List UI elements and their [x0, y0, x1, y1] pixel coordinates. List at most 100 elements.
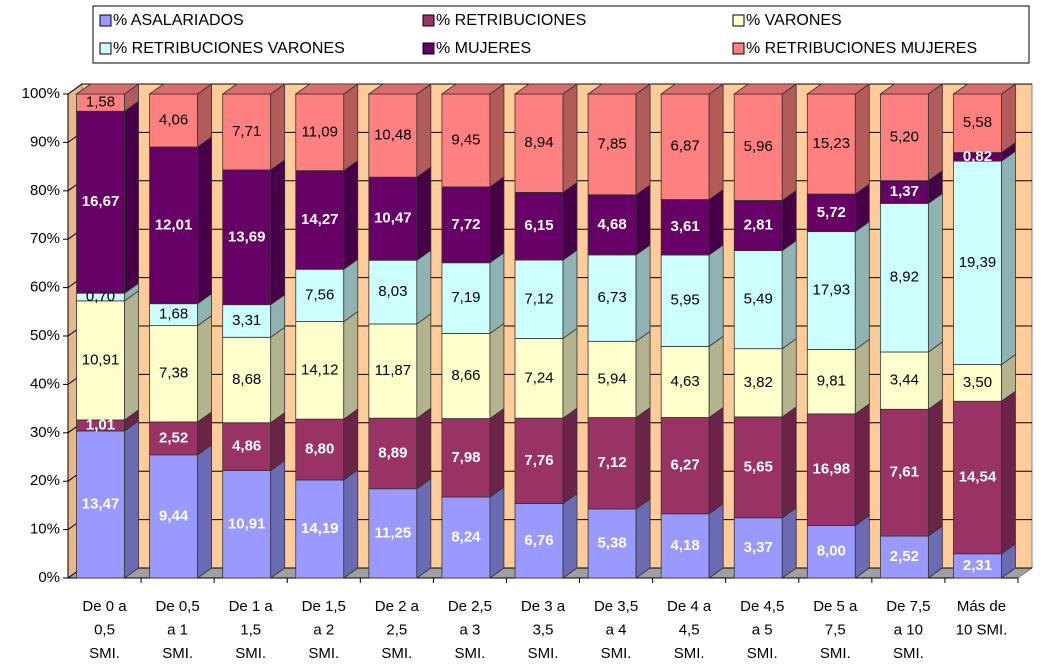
x-tick-label: SMI.: [747, 645, 778, 662]
bar-segment: [514, 503, 564, 579]
value-label: 8,66: [451, 367, 480, 384]
value-label: 10,91: [228, 515, 266, 532]
legend-label: % RETRIBUCIONES: [436, 12, 586, 29]
value-label: 12,01: [155, 216, 193, 233]
x-tick-label: De 1 a: [229, 598, 274, 615]
bar-side: [854, 514, 870, 579]
bar-side: [416, 83, 432, 178]
bar-top: [732, 83, 798, 95]
x-tick-label: 10 SMI.: [956, 621, 1008, 638]
bar-segment: [953, 364, 1002, 402]
bar-side: [197, 444, 213, 579]
value-label: 7,38: [159, 365, 188, 382]
value-label: 14,19: [301, 520, 339, 537]
value-label: 5,65: [744, 458, 773, 475]
bar-side: [343, 310, 359, 420]
value-label: 6,27: [671, 457, 700, 474]
legend-swatch: [422, 14, 435, 27]
bar-segment: [149, 325, 199, 423]
bar-segment: [953, 160, 1002, 365]
bar-side: [489, 486, 505, 579]
bar-side: [489, 83, 505, 188]
bar-segment: [953, 400, 1002, 555]
value-label: 3,31: [232, 312, 261, 329]
value-label: 5,58: [963, 114, 992, 131]
x-tick-label: De 5 a: [813, 598, 858, 615]
value-label: 7,56: [305, 286, 334, 303]
bar-top: [221, 83, 286, 95]
x-tick-label: SMI.: [235, 645, 266, 662]
bar-side: [927, 83, 943, 182]
bar-side: [124, 100, 139, 294]
bar-side: [927, 341, 943, 411]
value-label: 17,93: [813, 282, 851, 299]
value-label: 3,44: [890, 372, 919, 389]
bar-segment: [587, 508, 637, 579]
bar-side: [781, 337, 797, 418]
x-tick-label: a 5: [752, 621, 773, 638]
value-label: 5,20: [890, 128, 919, 145]
value-label: 5,49: [744, 291, 773, 308]
bar-segment: [368, 93, 418, 178]
bar-side: [781, 406, 797, 519]
bar-side: [854, 403, 870, 527]
x-tick-label: SMI.: [674, 645, 705, 662]
value-label: 8,00: [817, 543, 846, 560]
value-label: 3,50: [963, 374, 992, 391]
y-tick-label: 50%: [30, 327, 60, 344]
bar-segment: [149, 146, 199, 305]
legend-label: % MUJERES: [436, 40, 531, 57]
bar-segment: [587, 417, 637, 510]
value-label: 16,67: [82, 193, 120, 210]
value-label: 7,76: [524, 452, 553, 469]
bar-segment: [514, 417, 564, 504]
value-label: 0,82: [963, 148, 992, 165]
value-label: 9,45: [451, 131, 480, 148]
legend-label: % ASALARIADOS: [113, 12, 244, 29]
bar-segment: [733, 416, 783, 519]
bar-side: [708, 335, 724, 419]
legend-box: [92, 5, 1030, 64]
value-label: 4,68: [597, 216, 626, 233]
bar-side: [1001, 150, 1016, 366]
legend-swatch: [99, 42, 112, 55]
value-label: 9,81: [817, 373, 846, 390]
legend-swatch: [732, 14, 745, 27]
value-label: 5,96: [744, 138, 773, 155]
bar-segment: [587, 340, 637, 418]
bar-segment: [76, 300, 125, 421]
value-label: 11,09: [302, 123, 338, 140]
value-label: 7,12: [524, 290, 553, 307]
bar-side: [343, 83, 359, 172]
bar-segment: [733, 200, 783, 252]
x-tick-label: a 10: [894, 621, 923, 638]
value-label: 3,61: [671, 218, 700, 235]
bar-segment: [660, 417, 710, 515]
bar-segment: [295, 93, 345, 172]
legend-label: % RETRIBUCIONES VARONES: [113, 40, 345, 57]
bar-segment: [587, 194, 637, 256]
x-tick-label: 2,5: [386, 621, 407, 638]
bar-segment: [76, 110, 125, 294]
bar-side: [781, 83, 797, 202]
bar-side: [635, 330, 651, 419]
x-tick-label: SMI.: [893, 645, 924, 662]
value-label: 4,86: [232, 438, 261, 455]
bar-segment: [441, 333, 491, 419]
value-label: 2,52: [159, 429, 188, 446]
bar-top: [952, 83, 1017, 95]
bar-side: [635, 184, 651, 256]
bar-side: [416, 249, 432, 325]
bar-top: [513, 83, 579, 95]
x-tick-label: De 3 a: [521, 598, 566, 615]
bar-side: [927, 192, 943, 353]
value-label: 10,47: [374, 210, 412, 227]
y-tick-label: 20%: [30, 472, 60, 489]
value-label: 10,48: [374, 127, 412, 144]
value-label: 5,94: [597, 370, 626, 387]
bar-segment: [222, 304, 272, 338]
x-tick-label: Más de: [957, 598, 1006, 615]
value-label: 7,61: [890, 464, 919, 481]
value-label: 1,58: [86, 94, 115, 111]
